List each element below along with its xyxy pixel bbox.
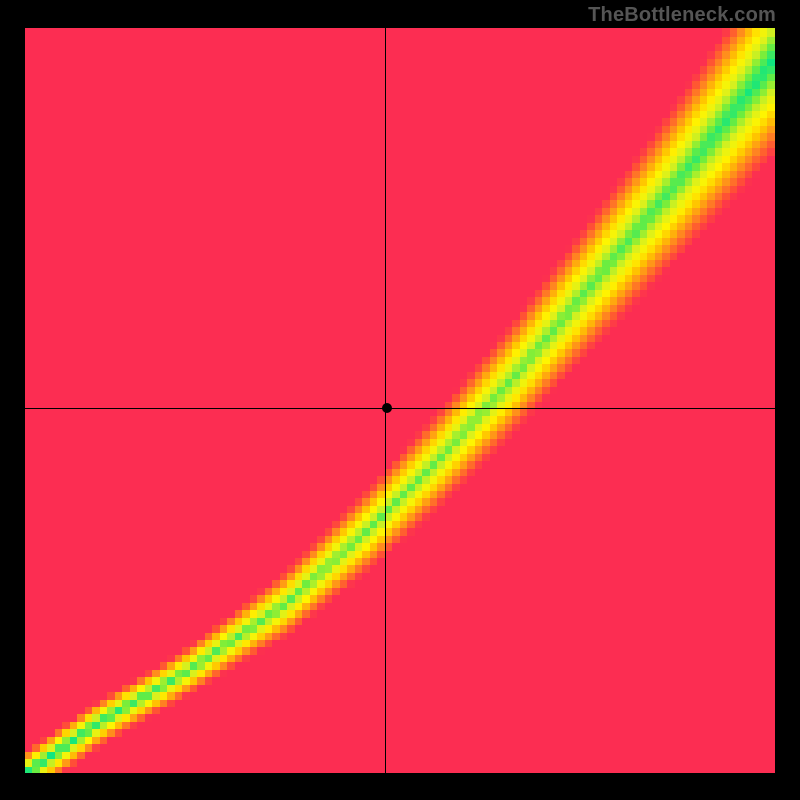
heatmap-canvas (25, 28, 775, 773)
watermark-text: TheBottleneck.com (588, 4, 776, 27)
plot-area (25, 28, 775, 773)
data-point-marker (382, 403, 392, 413)
crosshair-vertical (385, 28, 386, 773)
crosshair-horizontal (25, 408, 775, 409)
chart-container: TheBottleneck.com (0, 0, 800, 800)
